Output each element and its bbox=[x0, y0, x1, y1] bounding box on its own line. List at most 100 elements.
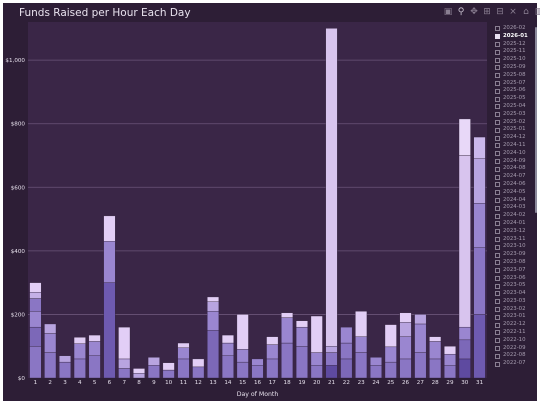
bar-segment[interactable] bbox=[458, 155, 471, 328]
bar-segment[interactable] bbox=[118, 368, 131, 379]
bar-segment[interactable] bbox=[399, 322, 412, 337]
legend-item[interactable]: 2023-06 bbox=[495, 275, 535, 283]
legend-item[interactable]: 2023-11 bbox=[495, 236, 535, 244]
bar-segment[interactable] bbox=[266, 336, 279, 345]
bar-segment[interactable] bbox=[281, 317, 294, 344]
bar-segment[interactable] bbox=[399, 312, 412, 323]
bar-segment[interactable] bbox=[192, 366, 205, 379]
bar-segment[interactable] bbox=[118, 326, 131, 360]
bar-segment[interactable] bbox=[207, 301, 220, 312]
autoscale-icon[interactable]: ⨯ bbox=[509, 7, 517, 17]
bar-segment[interactable] bbox=[236, 349, 249, 363]
bar-segment[interactable] bbox=[355, 311, 368, 337]
zoom-out-icon[interactable]: ⊟ bbox=[496, 7, 504, 17]
bar-segment[interactable] bbox=[458, 339, 471, 360]
bar-segment[interactable] bbox=[177, 358, 190, 379]
reset-axes-icon[interactable]: ⌂ bbox=[523, 7, 529, 17]
legend-item[interactable]: 2024-04 bbox=[495, 197, 535, 205]
bar-segment[interactable] bbox=[444, 353, 456, 366]
legend-item[interactable]: 2022-10 bbox=[495, 337, 535, 345]
bar-segment[interactable] bbox=[29, 346, 42, 379]
legend-item[interactable]: 2025-11 bbox=[495, 48, 535, 56]
bar-segment[interactable] bbox=[325, 365, 338, 379]
legend-item[interactable]: 2023-08 bbox=[495, 259, 535, 267]
legend-item[interactable]: 2024-11 bbox=[495, 142, 535, 150]
bar-segment[interactable] bbox=[429, 336, 442, 342]
bar-segment[interactable] bbox=[147, 365, 160, 379]
bar-segment[interactable] bbox=[266, 344, 279, 360]
bar-segment[interactable] bbox=[473, 314, 486, 379]
bar-segment[interactable] bbox=[177, 347, 190, 360]
bar-segment[interactable] bbox=[44, 323, 57, 334]
legend-item[interactable]: 2025-04 bbox=[495, 103, 535, 111]
bar-segment[interactable] bbox=[59, 361, 71, 379]
bar-segment[interactable] bbox=[192, 358, 205, 368]
bar-segment[interactable] bbox=[444, 346, 456, 355]
bar-segment[interactable] bbox=[340, 342, 353, 360]
bar-segment[interactable] bbox=[340, 358, 353, 379]
legend-item[interactable]: 2023-04 bbox=[495, 290, 535, 298]
bar-segment[interactable] bbox=[355, 336, 368, 353]
legend-item[interactable]: 2026-02 bbox=[495, 25, 535, 33]
legend-item[interactable]: 2022-08 bbox=[495, 352, 535, 360]
bar-segment[interactable] bbox=[73, 358, 86, 379]
legend-item[interactable]: 2025-08 bbox=[495, 72, 535, 80]
bar-segment[interactable] bbox=[444, 365, 456, 379]
legend-item[interactable]: 2025-02 bbox=[495, 119, 535, 127]
legend-item[interactable]: 2024-02 bbox=[495, 212, 535, 220]
legend-item[interactable]: 2023-02 bbox=[495, 306, 535, 314]
legend-item[interactable]: 2022-09 bbox=[495, 345, 535, 353]
bar-segment[interactable] bbox=[236, 361, 249, 379]
bar-segment[interactable] bbox=[310, 352, 323, 366]
bar-segment[interactable] bbox=[325, 28, 338, 347]
legend-item[interactable]: 2024-01 bbox=[495, 220, 535, 228]
legend-item[interactable]: 2025-01 bbox=[495, 126, 535, 134]
legend-item[interactable]: 2024-03 bbox=[495, 204, 535, 212]
legend-item[interactable]: 2025-05 bbox=[495, 95, 535, 103]
bar-segment[interactable] bbox=[266, 358, 279, 379]
bar-segment[interactable] bbox=[162, 362, 175, 371]
bar-segment[interactable] bbox=[384, 361, 397, 379]
bar-segment[interactable] bbox=[281, 342, 294, 379]
bar-segment[interactable] bbox=[429, 341, 442, 360]
legend-item[interactable]: 2023-12 bbox=[495, 228, 535, 236]
bar-segment[interactable] bbox=[103, 282, 116, 379]
bar-segment[interactable] bbox=[118, 358, 131, 369]
legend-item[interactable]: 2026-01 bbox=[495, 33, 535, 41]
bar-segment[interactable] bbox=[162, 369, 175, 379]
bar-segment[interactable] bbox=[251, 365, 264, 379]
bar-segment[interactable] bbox=[458, 358, 471, 379]
bar-segment[interactable] bbox=[73, 337, 86, 344]
bar-segment[interactable] bbox=[458, 326, 471, 341]
bar-segment[interactable] bbox=[355, 352, 368, 379]
legend-item[interactable]: 2024-08 bbox=[495, 165, 535, 173]
legend-item[interactable]: 2024-06 bbox=[495, 181, 535, 189]
zoom-icon[interactable]: ⚲ bbox=[457, 7, 465, 17]
legend-item[interactable]: 2023-05 bbox=[495, 282, 535, 290]
legend-item[interactable]: 2025-12 bbox=[495, 41, 535, 49]
bar-segment[interactable] bbox=[281, 312, 294, 318]
legend-item[interactable]: 2025-06 bbox=[495, 87, 535, 95]
bar-segment[interactable] bbox=[29, 292, 42, 299]
bar-segment[interactable] bbox=[251, 358, 264, 366]
bar-segment[interactable] bbox=[429, 358, 442, 379]
bar-segment[interactable] bbox=[414, 314, 427, 325]
bar-segment[interactable] bbox=[340, 326, 353, 344]
bar-segment[interactable] bbox=[221, 342, 234, 356]
bar-segment[interactable] bbox=[177, 342, 190, 348]
bar-segment[interactable] bbox=[207, 311, 220, 331]
bar-segment[interactable] bbox=[147, 357, 160, 366]
legend-item[interactable]: 2023-03 bbox=[495, 298, 535, 306]
bar-segment[interactable] bbox=[473, 203, 486, 248]
bar-segment[interactable] bbox=[44, 352, 57, 379]
bar-segment[interactable] bbox=[295, 320, 308, 328]
bar-segment[interactable] bbox=[473, 247, 486, 315]
bar-segment[interactable] bbox=[295, 346, 308, 379]
bar-segment[interactable] bbox=[458, 118, 471, 156]
bar-segment[interactable] bbox=[399, 336, 412, 360]
bar-segment[interactable] bbox=[88, 355, 101, 379]
bar-segment[interactable] bbox=[310, 315, 323, 353]
bar-segment[interactable] bbox=[399, 358, 412, 379]
bar-segment[interactable] bbox=[29, 282, 42, 293]
